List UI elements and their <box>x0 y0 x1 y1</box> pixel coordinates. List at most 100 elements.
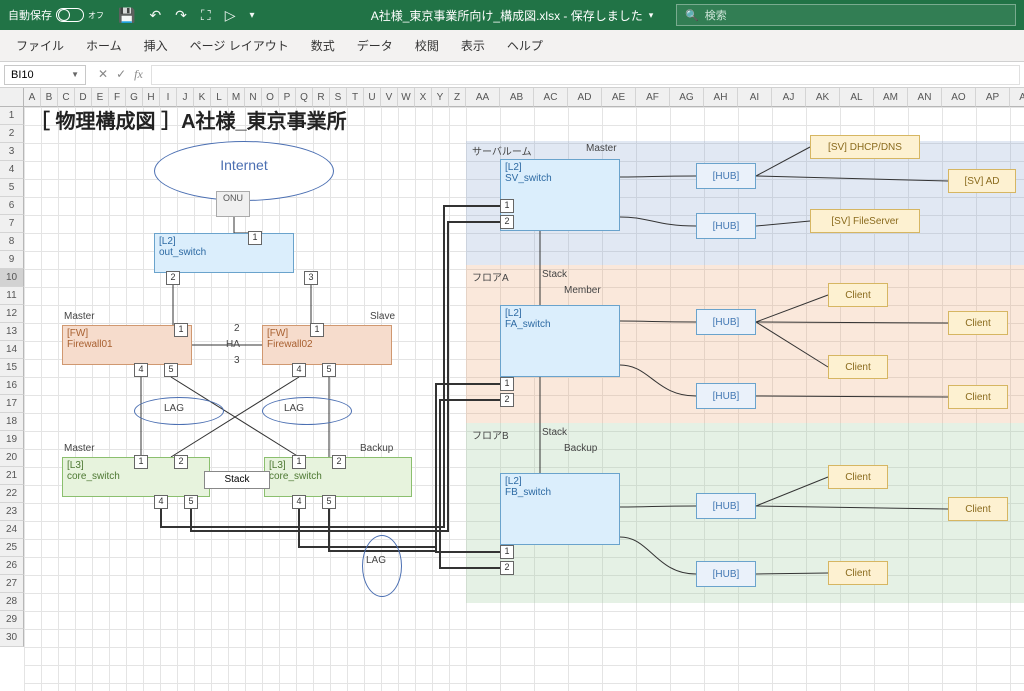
row-header[interactable]: 17 <box>0 395 24 413</box>
worksheet[interactable]: ABCDEFGHIJKLMNOPQRSTUVWXYZAAABACADAEAFAG… <box>0 88 1024 691</box>
hub-box-3: [HUB] <box>696 383 756 409</box>
row-header[interactable]: 26 <box>0 557 24 575</box>
column-header[interactable]: V <box>381 88 398 107</box>
row-header[interactable]: 19 <box>0 431 24 449</box>
port-label: 1 <box>292 455 306 469</box>
row-header[interactable]: 23 <box>0 503 24 521</box>
column-header[interactable]: AK <box>806 88 840 107</box>
port-label: 4 <box>292 363 306 377</box>
formula-input[interactable] <box>151 65 1020 85</box>
row-header[interactable]: 3 <box>0 143 24 161</box>
row-header[interactable]: 7 <box>0 215 24 233</box>
port-label: 4 <box>154 495 168 509</box>
port-label: 2 <box>332 455 346 469</box>
row-header[interactable]: 20 <box>0 449 24 467</box>
redo-icon[interactable]: ↷ <box>175 7 187 24</box>
row-header[interactable]: 30 <box>0 629 24 647</box>
column-header[interactable]: AL <box>840 88 874 107</box>
firewall-1-box: [FW]Firewall01 <box>62 325 192 365</box>
tab-help[interactable]: ヘルプ <box>507 37 543 54</box>
row-header[interactable]: 13 <box>0 323 24 341</box>
tab-insert[interactable]: 挿入 <box>144 37 168 54</box>
row-header[interactable]: 28 <box>0 593 24 611</box>
column-header[interactable]: X <box>415 88 432 107</box>
select-all-corner[interactable] <box>0 88 24 107</box>
column-header[interactable]: T <box>347 88 364 107</box>
row-headers[interactable]: 1234567891011121314151617181920212223242… <box>0 107 24 647</box>
autosave-toggle[interactable]: 自動保存 オフ <box>8 7 104 23</box>
column-header[interactable]: AF <box>636 88 670 107</box>
more-icon[interactable]: ▾ <box>250 10 255 21</box>
row-header[interactable]: 10 <box>0 269 24 287</box>
row-header[interactable]: 9 <box>0 251 24 269</box>
row-header[interactable]: 8 <box>0 233 24 251</box>
tab-review[interactable]: 校閲 <box>415 37 439 54</box>
column-header[interactable]: AA <box>466 88 500 107</box>
column-header[interactable]: AQ <box>1010 88 1024 107</box>
row-header[interactable]: 29 <box>0 611 24 629</box>
fx-icon[interactable]: fx <box>134 67 143 82</box>
column-header[interactable]: AM <box>874 88 908 107</box>
column-header[interactable]: AI <box>738 88 772 107</box>
row-header[interactable]: 22 <box>0 485 24 503</box>
column-header[interactable]: AB <box>500 88 534 107</box>
column-header[interactable]: AN <box>908 88 942 107</box>
firewall-2-box: [FW]Firewall02 <box>262 325 392 365</box>
row-header[interactable]: 14 <box>0 341 24 359</box>
column-header[interactable]: AG <box>670 88 704 107</box>
port-label: 1 <box>174 323 188 337</box>
column-header[interactable]: U <box>364 88 381 107</box>
client-box-0: Client <box>828 283 888 307</box>
column-header[interactable]: AO <box>942 88 976 107</box>
row-header[interactable]: 11 <box>0 287 24 305</box>
column-header[interactable]: AH <box>704 88 738 107</box>
window-title: A社様_東京事業所向け_構成図.xlsx - 保存しました ▾ <box>371 7 654 24</box>
row-header[interactable]: 27 <box>0 575 24 593</box>
client-box-4: Client <box>828 465 888 489</box>
port-label: 2 <box>500 215 514 229</box>
tab-layout[interactable]: ページ レイアウト <box>190 37 289 54</box>
tab-home[interactable]: ホーム <box>86 37 122 54</box>
undo-icon[interactable]: ↶ <box>149 7 161 24</box>
row-header[interactable]: 5 <box>0 179 24 197</box>
title-bar: 自動保存 オフ 💾 ↶ ↷ ⛶ ▷ ▾ A社様_東京事業所向け_構成図.xlsx… <box>0 0 1024 30</box>
column-header[interactable]: AE <box>602 88 636 107</box>
column-header[interactable]: Y <box>432 88 449 107</box>
row-header[interactable]: 4 <box>0 161 24 179</box>
row-header[interactable]: 25 <box>0 539 24 557</box>
cancel-icon[interactable]: ✕ <box>98 67 108 82</box>
search-box[interactable]: 🔍 検索 <box>676 4 1016 26</box>
tab-formula[interactable]: 数式 <box>311 37 335 54</box>
port-label: 5 <box>184 495 198 509</box>
quick-access-toolbar: 💾 ↶ ↷ ⛶ ▷ ▾ <box>118 7 255 24</box>
tab-file[interactable]: ファイル <box>16 37 64 54</box>
crop-icon[interactable]: ⛶ <box>201 7 211 24</box>
row-header[interactable]: 2 <box>0 125 24 143</box>
row-header[interactable]: 16 <box>0 377 24 395</box>
toggle-icon <box>56 8 84 22</box>
diagram-label: Member <box>564 285 601 296</box>
diagram-label: HA <box>226 339 240 350</box>
name-box[interactable]: BI10 ▼ <box>4 65 86 85</box>
column-header[interactable]: AP <box>976 88 1010 107</box>
confirm-icon[interactable]: ✓ <box>116 67 126 82</box>
column-header[interactable]: W <box>398 88 415 107</box>
row-header[interactable]: 15 <box>0 359 24 377</box>
column-header[interactable]: Z <box>449 88 466 107</box>
row-header[interactable]: 18 <box>0 413 24 431</box>
column-header[interactable]: AJ <box>772 88 806 107</box>
row-header[interactable]: 24 <box>0 521 24 539</box>
column-header[interactable]: AD <box>568 88 602 107</box>
tab-data[interactable]: データ <box>357 37 393 54</box>
tab-view[interactable]: 表示 <box>461 37 485 54</box>
out-switch-box: [L2] out_switch <box>154 233 294 273</box>
row-header[interactable]: 6 <box>0 197 24 215</box>
cursor-icon[interactable]: ▷ <box>225 7 236 24</box>
save-icon[interactable]: 💾 <box>118 7 135 24</box>
diagram-label: Backup <box>564 443 597 454</box>
row-header[interactable]: 21 <box>0 467 24 485</box>
row-header[interactable]: 1 <box>0 107 24 125</box>
column-header[interactable]: AC <box>534 88 568 107</box>
internet-label: Internet <box>220 157 267 173</box>
row-header[interactable]: 12 <box>0 305 24 323</box>
